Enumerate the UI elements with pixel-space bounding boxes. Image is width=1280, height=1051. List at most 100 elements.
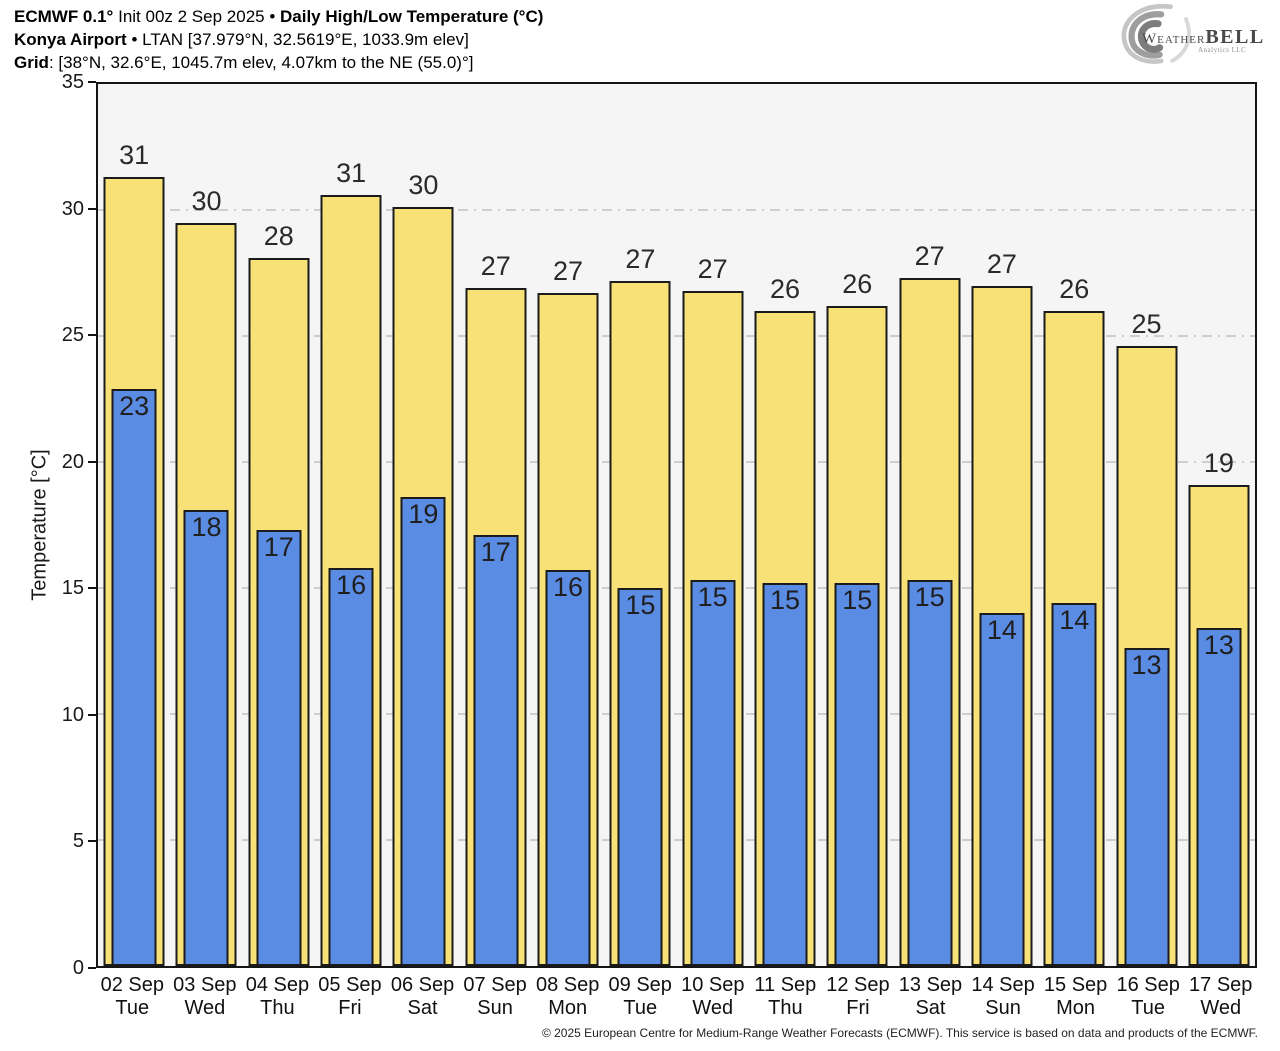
x-tick-label-14-sep: 14 Sep Sun <box>967 974 1040 1020</box>
x-tick-date: 05 Sep <box>318 974 382 996</box>
low-temp-value: 15 <box>914 582 945 613</box>
low-temp-bar: 19 <box>400 497 446 966</box>
x-tick-date: 13 Sep <box>898 974 963 996</box>
high-temp-value: 28 <box>263 220 294 251</box>
model-name: ECMWF 0.1° <box>14 7 114 26</box>
high-temp-value: 19 <box>1203 447 1234 478</box>
x-tick-label-06-sep: 06 Sep Sat <box>386 974 459 1020</box>
x-tick-day: Thu <box>260 997 295 1019</box>
high-temp-value: 26 <box>769 273 800 304</box>
low-temp-value: 13 <box>1203 630 1234 661</box>
y-tick-label-35: 35 <box>61 71 84 93</box>
y-tick-mark-35 <box>88 81 96 83</box>
y-tick-label-30: 30 <box>61 197 84 220</box>
high-temp-value: 27 <box>986 248 1017 279</box>
x-tick-day: Tue <box>623 997 658 1019</box>
x-tick-label-02-sep: 02 Sep Tue <box>96 974 169 1020</box>
high-temp-value: 31 <box>336 157 367 188</box>
y-tick-mark-5 <box>88 840 96 843</box>
low-temp-bar: 15 <box>690 580 736 966</box>
high-temp-value: 27 <box>914 241 945 272</box>
copyright-notice: © 2025 European Centre for Medium-Range … <box>541 1026 1258 1040</box>
low-temp-value: 15 <box>625 590 656 620</box>
bar-group-12-sep: 15 26 <box>821 84 893 966</box>
high-temp-value: 30 <box>408 170 439 201</box>
low-temp-value: 14 <box>1059 605 1090 636</box>
x-tick-date: 12 Sep <box>826 974 890 996</box>
low-temp-bar: 15 <box>762 582 808 966</box>
y-tick-mark-20 <box>88 460 96 463</box>
high-temp-value: 31 <box>119 140 150 171</box>
x-tick-day: Fri <box>338 997 362 1019</box>
y-tick-mark-10 <box>88 713 96 716</box>
bars-container: 23 31 18 30 17 28 16 31 19 30 17 27 16 27 15 27 15 27 15 26… <box>98 84 1255 966</box>
bar-group-13-sep: 15 27 <box>893 84 965 966</box>
x-tick-date: 09 Sep <box>608 974 672 996</box>
y-tick-mark-25 <box>88 334 96 337</box>
gridline-25 <box>98 335 1255 337</box>
station-details: LTAN [37.979°N, 32.5619°E, 1033.9m elev] <box>142 30 469 49</box>
x-tick-label-08-sep: 08 Sep Mon <box>531 974 604 1020</box>
chart-header: ECMWF 0.1° Init 00z 2 Sep 2025 • Daily H… <box>14 5 543 74</box>
low-temp-value: 18 <box>191 511 222 542</box>
low-temp-bar: 16 <box>545 570 591 966</box>
low-temp-bar: 13 <box>1196 628 1242 966</box>
hurricane-swirl-icon <box>1121 4 1191 64</box>
gridline-15 <box>98 587 1255 589</box>
plot-area: 23 31 18 30 17 28 16 31 19 30 17 27 16 27 15 27 15 27 15 26… <box>96 82 1257 968</box>
x-tick-date: 11 Sep <box>754 974 817 996</box>
low-temp-value: 14 <box>986 615 1017 646</box>
x-tick-date: 10 Sep <box>681 974 745 996</box>
low-temp-value: 15 <box>697 582 728 613</box>
bar-group-06-sep: 19 30 <box>387 84 459 966</box>
x-tick-date: 06 Sep <box>390 974 455 996</box>
low-temp-value: 17 <box>263 532 294 563</box>
x-tick-label-12-sep: 12 Sep Fri <box>822 974 895 1020</box>
x-tick-label-11-sep: 11 Sep Thu <box>749 974 822 1020</box>
logo-word-bell: BELL <box>1205 26 1265 48</box>
low-temp-value: 16 <box>336 569 367 600</box>
y-tick-label-10: 10 <box>61 703 84 726</box>
x-tick-label-13-sep: 13 Sep Sat <box>894 974 967 1020</box>
logo-subtitle: Analytics LLC <box>1198 46 1247 54</box>
high-temp-value: 27 <box>553 256 584 287</box>
grid-label: Grid <box>14 53 49 72</box>
bar-group-15-sep: 14 26 <box>1038 84 1110 966</box>
y-tick-label-5: 5 <box>72 830 84 853</box>
low-temp-bar: 14 <box>1051 603 1097 966</box>
header-line-1: ECMWF 0.1° Init 00z 2 Sep 2025 • Daily H… <box>14 5 543 28</box>
low-temp-bar: 13 <box>1124 648 1170 966</box>
low-temp-bar: 17 <box>256 530 302 966</box>
y-tick-label-0: 0 <box>72 957 84 979</box>
y-tick-mark-15 <box>88 587 96 590</box>
bullet-separator: • <box>269 7 276 26</box>
x-tick-date: 07 Sep <box>463 974 527 996</box>
x-tick-label-17-sep: 17 Sep Wed <box>1184 974 1257 1020</box>
x-tick-label-15-sep: 15 Sep Mon <box>1039 974 1112 1020</box>
gridline-30 <box>98 209 1255 211</box>
x-tick-day: Wed <box>692 997 734 1019</box>
y-tick-label-20: 20 <box>61 450 84 473</box>
page-title: Daily High/Low Temperature (°C) <box>275 7 544 26</box>
high-temp-value: 26 <box>842 268 873 299</box>
bar-group-05-sep: 16 31 <box>315 84 387 966</box>
low-temp-bar: 23 <box>111 388 157 966</box>
gridline-5 <box>98 839 1255 842</box>
low-temp-value: 15 <box>769 584 800 615</box>
bar-group-08-sep: 16 27 <box>532 84 604 966</box>
high-temp-value: 26 <box>1059 273 1090 304</box>
x-tick-date: 02 Sep <box>100 974 164 996</box>
high-temp-value: 27 <box>480 251 511 282</box>
low-temp-bar: 18 <box>183 509 229 966</box>
y-tick-label-25: 25 <box>61 324 84 347</box>
x-tick-date: 08 Sep <box>535 974 600 996</box>
x-tick-day: Thu <box>768 997 803 1019</box>
x-tick-date: 16 Sep <box>1116 974 1180 996</box>
bar-group-17-sep: 13 19 <box>1183 84 1255 966</box>
x-tick-label-05-sep: 05 Sep Fri <box>314 974 387 1020</box>
init-time: Init 00z 2 Sep 2025 <box>113 7 270 26</box>
low-temp-bar: 17 <box>473 535 519 966</box>
bar-group-04-sep: 17 28 <box>243 84 315 966</box>
x-tick-label-04-sep: 04 Sep Thu <box>241 974 314 1020</box>
